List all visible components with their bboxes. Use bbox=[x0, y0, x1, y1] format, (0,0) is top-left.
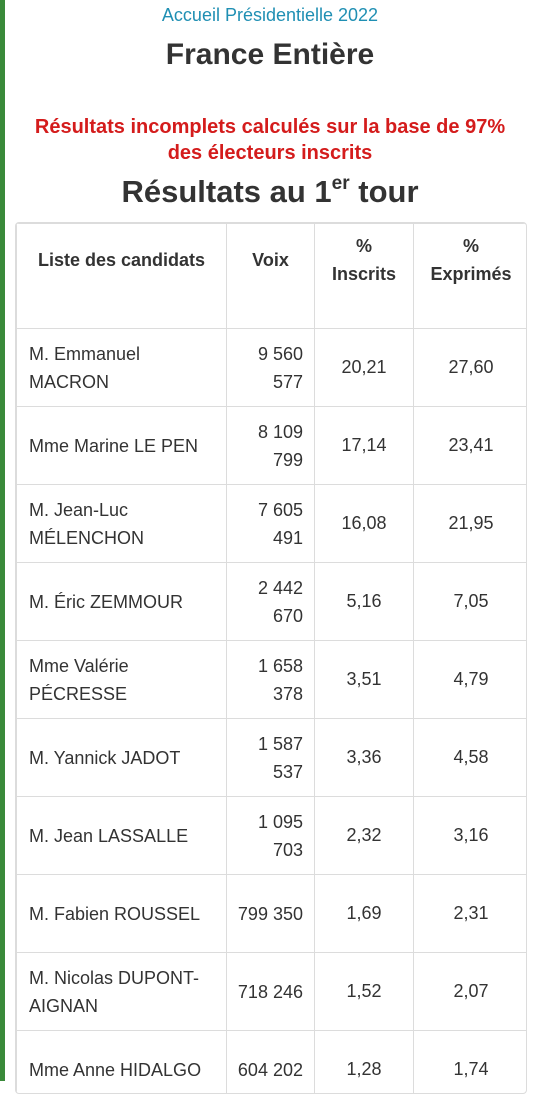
candidate-name: M. Nicolas DUPONT-AIGNAN bbox=[17, 953, 227, 1031]
header-votes: Voix bbox=[227, 224, 315, 329]
round-title-prefix: Résultats au 1 bbox=[121, 174, 331, 209]
pct-exprimes: 2,07 bbox=[414, 953, 528, 1031]
round-title-sup: er bbox=[332, 173, 350, 194]
table-header-row: Liste des candidats Voix % Inscrits % Expr… bbox=[17, 224, 528, 329]
pct-inscrits: 16,08 bbox=[315, 485, 414, 563]
table-row: M. Jean-Luc MÉLENCHON 7 605 491 16,08 21… bbox=[17, 485, 528, 563]
pct-inscrits: 1,52 bbox=[315, 953, 414, 1031]
candidate-name: M. Fabien ROUSSEL bbox=[17, 875, 227, 953]
candidate-votes: 1 587 537 bbox=[227, 719, 315, 797]
header-pct-inscrits: % Inscrits bbox=[315, 224, 414, 329]
candidate-votes: 799 350 bbox=[227, 875, 315, 953]
round-title-suffix: tour bbox=[350, 174, 419, 209]
pct-inscrits: 2,32 bbox=[315, 797, 414, 875]
table-row: Mme Marine LE PEN 8 109 799 17,14 23,41 bbox=[17, 407, 528, 485]
candidate-name: M. Jean LASSALLE bbox=[17, 797, 227, 875]
pct-inscrits: 20,21 bbox=[315, 329, 414, 407]
header-pct-inscrits-label: Inscrits bbox=[332, 264, 396, 284]
candidate-votes: 8 109 799 bbox=[227, 407, 315, 485]
pct-exprimes: 23,41 bbox=[414, 407, 528, 485]
results-table: Liste des candidats Voix % Inscrits % Expr… bbox=[16, 223, 527, 1094]
table-row: M. Nicolas DUPONT-AIGNAN 718 246 1,52 2,… bbox=[17, 953, 528, 1031]
pct-exprimes: 2,31 bbox=[414, 875, 528, 953]
pct-exprimes: 3,16 bbox=[414, 797, 528, 875]
candidate-name: M. Yannick JADOT bbox=[17, 719, 227, 797]
table-row: Mme Anne HIDALGO 604 202 1,28 1,74 bbox=[17, 1031, 528, 1094]
table-row: M. Jean LASSALLE 1 095 703 2,32 3,16 bbox=[17, 797, 528, 875]
header-pct-inscrits-symbol: % bbox=[356, 236, 372, 256]
table-row: M. Éric ZEMMOUR 2 442 670 5,16 7,05 bbox=[17, 563, 528, 641]
candidate-votes: 1 658 378 bbox=[227, 641, 315, 719]
page-title: France Entière bbox=[0, 38, 540, 72]
candidate-votes: 7 605 491 bbox=[227, 485, 315, 563]
candidate-votes: 718 246 bbox=[227, 953, 315, 1031]
pct-inscrits: 1,69 bbox=[315, 875, 414, 953]
breadcrumb[interactable]: Accueil Présidentielle 2022 bbox=[0, 5, 540, 26]
pct-exprimes: 7,05 bbox=[414, 563, 528, 641]
header-pct-exprimes: % Exprimés bbox=[414, 224, 528, 329]
table-row: Mme Valérie PÉCRESSE 1 658 378 3,51 4,79 bbox=[17, 641, 528, 719]
header-pct-exprimes-symbol: % bbox=[463, 236, 479, 256]
results-table-container: Liste des candidats Voix % Inscrits % Expr… bbox=[15, 222, 527, 1094]
pct-inscrits: 3,36 bbox=[315, 719, 414, 797]
candidate-name: M. Emmanuel MACRON bbox=[17, 329, 227, 407]
pct-exprimes: 4,58 bbox=[414, 719, 528, 797]
candidate-name: Mme Marine LE PEN bbox=[17, 407, 227, 485]
round-title: Résultats au 1er tour bbox=[0, 174, 540, 210]
candidate-votes: 1 095 703 bbox=[227, 797, 315, 875]
table-row: M. Emmanuel MACRON 9 560 577 20,21 27,60 bbox=[17, 329, 528, 407]
candidate-name: M. Jean-Luc MÉLENCHON bbox=[17, 485, 227, 563]
table-row: M. Yannick JADOT 1 587 537 3,36 4,58 bbox=[17, 719, 528, 797]
pct-exprimes: 4,79 bbox=[414, 641, 528, 719]
pct-inscrits: 3,51 bbox=[315, 641, 414, 719]
pct-exprimes: 27,60 bbox=[414, 329, 528, 407]
pct-exprimes: 21,95 bbox=[414, 485, 528, 563]
header-pct-exprimes-label: Exprimés bbox=[430, 264, 511, 284]
candidate-name: M. Éric ZEMMOUR bbox=[17, 563, 227, 641]
candidate-name: Mme Valérie PÉCRESSE bbox=[17, 641, 227, 719]
candidate-name: Mme Anne HIDALGO bbox=[17, 1031, 227, 1094]
candidate-votes: 604 202 bbox=[227, 1031, 315, 1094]
incomplete-results-warning: Résultats incomplets calculés sur la bas… bbox=[20, 114, 520, 166]
pct-inscrits: 5,16 bbox=[315, 563, 414, 641]
pct-inscrits: 17,14 bbox=[315, 407, 414, 485]
pct-inscrits: 1,28 bbox=[315, 1031, 414, 1094]
pct-exprimes: 1,74 bbox=[414, 1031, 528, 1094]
candidate-votes: 2 442 670 bbox=[227, 563, 315, 641]
header-candidates: Liste des candidats bbox=[17, 224, 227, 329]
side-accent-bar bbox=[0, 0, 5, 1081]
table-row: M. Fabien ROUSSEL 799 350 1,69 2,31 bbox=[17, 875, 528, 953]
candidate-votes: 9 560 577 bbox=[227, 329, 315, 407]
